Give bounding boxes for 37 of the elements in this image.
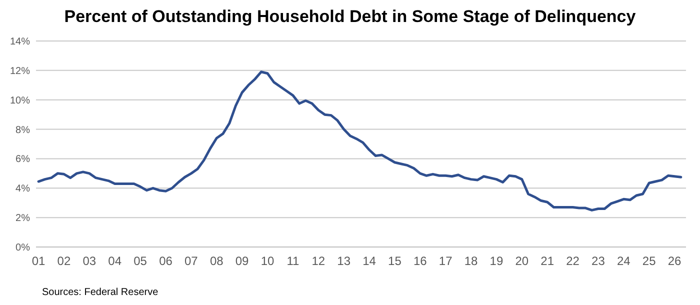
- y-tick-label: 12%: [10, 66, 30, 77]
- y-tick-label: 2%: [16, 213, 30, 224]
- x-tick-label: 22: [566, 254, 580, 268]
- chart-title: Percent of Outstanding Household Debt in Some Stage of Delinquency: [64, 7, 636, 26]
- x-tick-label: 18: [464, 254, 478, 268]
- source-note: Sources: Federal Reserve: [42, 287, 159, 298]
- x-tick-label: 09: [235, 254, 250, 268]
- x-tick-label: 23: [592, 254, 606, 268]
- x-tick-label: 14: [362, 254, 376, 268]
- x-tick-label: 19: [490, 254, 504, 268]
- x-tick-label: 03: [82, 254, 96, 268]
- x-tick-label: 05: [134, 254, 148, 268]
- x-tick-label: 15: [388, 254, 402, 268]
- x-tick-label: 13: [337, 254, 351, 268]
- x-tick-label: 20: [515, 254, 529, 268]
- x-tick-label: 17: [438, 254, 453, 268]
- x-tick-label: 01: [32, 254, 46, 268]
- x-tick-label: 11: [286, 254, 300, 268]
- y-tick-label: 4%: [16, 184, 30, 195]
- x-tick-label: 10: [260, 254, 274, 268]
- y-tick-label: 0%: [16, 242, 30, 254]
- x-tick-label: 02: [57, 254, 71, 268]
- x-tick-label: 16: [413, 254, 428, 268]
- x-tick-label: 25: [642, 254, 656, 268]
- x-tick-label: 21: [540, 254, 554, 268]
- x-tick-label: 26: [668, 254, 682, 268]
- x-tick-label: 04: [108, 254, 122, 268]
- x-tick-label: 07: [184, 254, 198, 268]
- x-tick-label: 24: [616, 254, 631, 268]
- x-tick-label: 12: [312, 254, 326, 268]
- y-tick-label: 6%: [16, 154, 30, 166]
- y-tick-label: 8%: [16, 124, 30, 136]
- y-tick-label: 10%: [10, 95, 30, 106]
- y-tick-label: 14%: [10, 36, 30, 48]
- line-series: [37, 70, 682, 212]
- x-tick-label: 06: [159, 254, 173, 268]
- x-tick-label: 08: [210, 254, 224, 268]
